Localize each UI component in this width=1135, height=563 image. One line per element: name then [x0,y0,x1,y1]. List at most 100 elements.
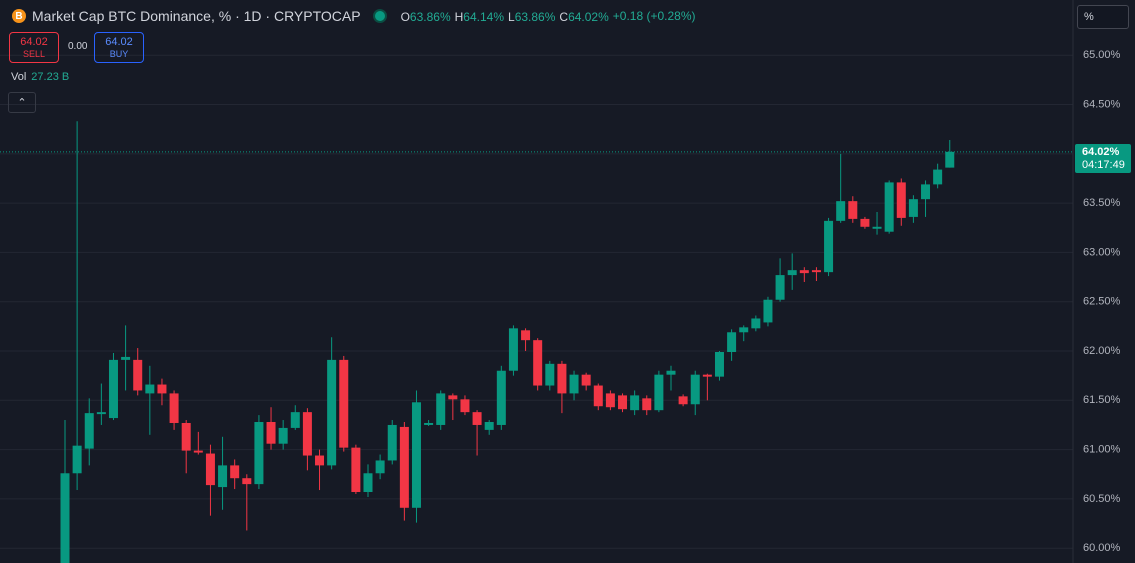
candle-body [399,426,409,508]
candle-body [96,412,106,415]
candle-body [484,422,494,430]
ohlc-value: 63.86% [514,10,556,24]
sell-label: SELL [22,48,46,59]
y-tick-label: 60.50% [1083,493,1121,505]
candle-body [169,393,179,423]
candle-body [254,422,264,485]
buy-label: BUY [109,48,129,59]
candle-body [678,396,688,405]
y-tick-label: 62.50% [1083,296,1121,308]
candle-body [714,351,724,377]
candle-body [884,182,894,232]
candle-body [521,330,531,341]
candle-body [630,395,640,411]
buy-button[interactable]: 64.02 BUY [94,32,144,63]
candle-body [242,478,252,485]
candle-body [508,328,518,371]
y-tick-label: 65.00% [1083,49,1121,61]
candle-body [569,374,579,394]
legend-header: B Market Cap BTC Dominance, % · 1D · CRY… [12,6,696,26]
candle-body [763,299,773,323]
candle-body [205,453,215,486]
candle-body [411,402,421,508]
volume-legend: Vol 27.23 B [11,71,69,83]
candle-body [799,270,809,274]
sell-price: 64.02 [20,35,48,48]
candle-body [339,359,349,448]
candle-body [848,201,858,219]
candle-body [424,422,434,425]
ohlc-item: C64.02% [559,10,608,24]
sell-button[interactable]: 64.02 SELL [9,32,59,63]
y-tick-label: 60.00% [1083,542,1121,554]
y-tick-label: 64.50% [1083,98,1121,110]
ohlc-value: 63.86% [409,10,451,24]
ohlc-key: L [508,10,515,24]
chart-title: Market Cap BTC Dominance, % · 1D · CRYPT… [32,8,361,24]
market-status[interactable] [374,11,385,21]
candle-body [727,332,737,352]
candle-body [218,465,228,488]
candle-body [363,473,373,493]
candle-body [557,363,567,394]
candle-body [496,370,506,425]
candle-body [605,393,615,408]
candle-body [145,384,155,394]
buy-price: 64.02 [105,35,133,48]
candle-body [193,450,203,453]
candle-body [84,413,94,449]
candle-body [824,220,834,273]
candle-body [533,340,543,386]
spread: 0.00 [68,41,88,52]
y-tick-label: 61.50% [1083,394,1121,406]
symbol-icon: B [12,9,26,23]
last-price-label: 64.02% 04:17:49 [1075,144,1131,173]
candle-body [787,270,797,276]
candle-body [181,422,191,451]
candle-body [72,445,82,474]
candle-body [654,374,664,411]
y-tick-label: 62.00% [1083,345,1121,357]
candle-body [157,384,167,394]
candle-body [133,359,143,391]
candle-body [702,374,712,377]
candle-body [545,363,555,386]
candle-body [593,385,603,407]
candle-body [472,412,482,425]
candle-body [908,199,918,217]
candle-body [896,182,906,218]
candle-body [860,218,870,227]
scale-mode[interactable]: % [1077,5,1129,29]
candle-body [315,455,325,466]
candle-body [690,374,700,405]
candle-body [460,399,470,413]
ohlc-item: L63.86% [508,10,555,24]
candle-body [60,473,70,563]
candle-body [618,395,628,410]
candle-body [230,465,240,479]
ohlc-legend: O63.86% H64.14% L63.86% C64.02% [401,8,613,24]
candle-body [872,226,882,229]
ohlc-item: O63.86% [401,10,451,24]
ohlc-key: H [454,10,464,24]
ohlc-key: O [400,10,410,24]
candle-body [302,412,312,456]
candle-body [108,359,118,419]
volume-value: 27.23 B [31,71,70,83]
candle-body [739,327,749,333]
candle-body [811,270,821,273]
y-tick-label: 63.50% [1083,197,1121,209]
last-price: 64.02% [1082,145,1120,158]
candle-body [921,184,931,200]
ohlc-value: 64.02% [568,10,609,24]
candle-body [266,422,276,444]
candle-body [436,393,446,425]
y-tick-label: 63.00% [1083,246,1121,258]
candle-body [945,151,955,168]
candle-body [666,370,676,375]
collapse-button[interactable]: ⌃ [8,92,36,113]
candle-body [836,201,846,221]
y-tick-label: 61.00% [1083,444,1121,456]
